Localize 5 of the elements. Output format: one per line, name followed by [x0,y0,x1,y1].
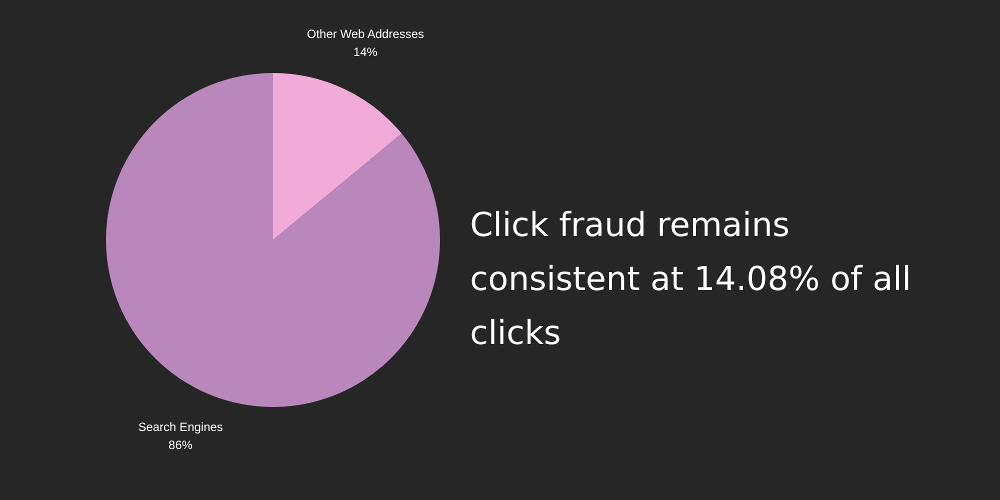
slice-label: Other Web Addresses [306,26,424,41]
slice-label: Search Engines [138,420,223,434]
data-label: 86% [168,438,193,452]
data-label: 14% [353,44,378,59]
text: Click fraud remains consistent at 14.08% of all clicks [470,204,912,354]
